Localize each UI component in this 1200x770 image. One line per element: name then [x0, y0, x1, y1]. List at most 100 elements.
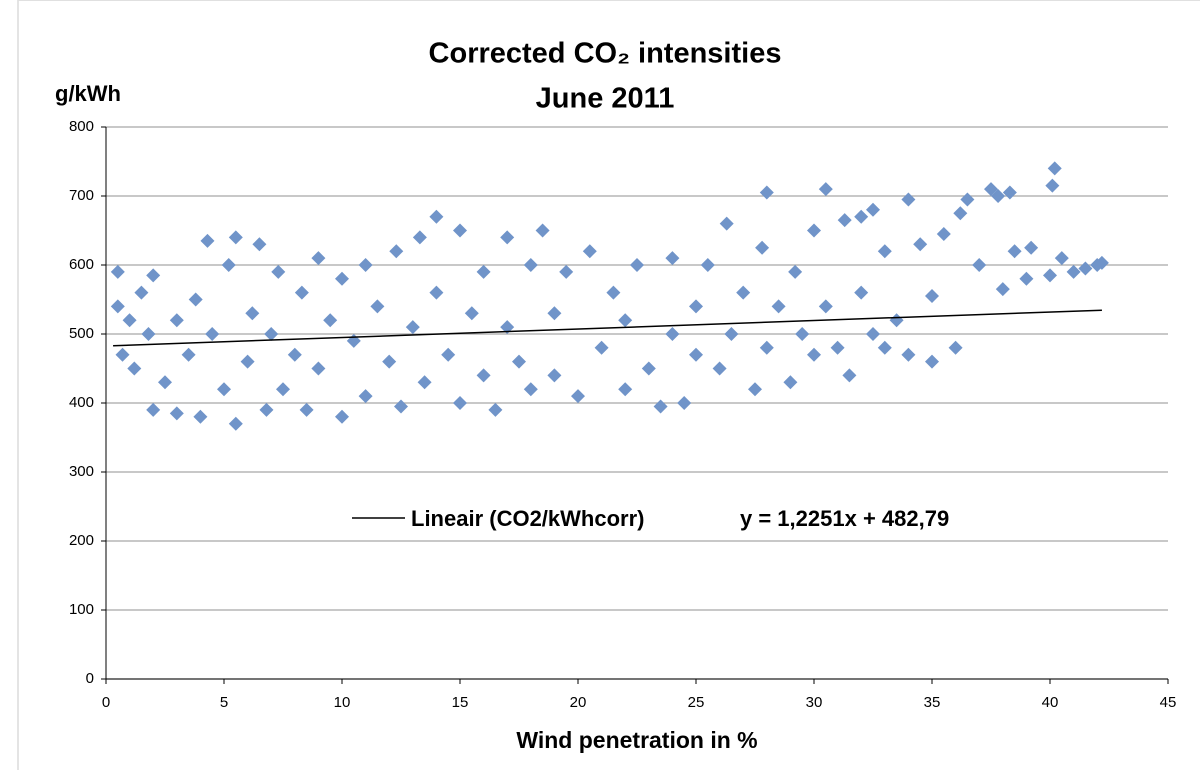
- point: [169, 313, 184, 328]
- point: [115, 347, 130, 362]
- point: [370, 299, 385, 314]
- point: [127, 361, 142, 376]
- point: [748, 382, 762, 397]
- point: [1043, 268, 1057, 283]
- point: [807, 347, 821, 362]
- point: [193, 409, 208, 424]
- point: [500, 230, 515, 245]
- point: [953, 206, 968, 221]
- point: [913, 237, 928, 252]
- point: [245, 306, 260, 321]
- point: [771, 299, 786, 314]
- point: [689, 299, 703, 314]
- point: [453, 223, 467, 238]
- point: [618, 382, 633, 397]
- x-tick-label: 10: [334, 694, 351, 711]
- point: [759, 185, 774, 200]
- point: [488, 402, 503, 417]
- y-tick-label: 300: [69, 463, 94, 480]
- point: [323, 313, 338, 328]
- point: [240, 354, 255, 369]
- point: [394, 399, 408, 414]
- point: [630, 258, 644, 272]
- point: [358, 389, 373, 404]
- y-tick-label: 500: [69, 325, 94, 342]
- point: [755, 240, 770, 255]
- point: [512, 354, 526, 369]
- point: [594, 340, 609, 355]
- y-tick-label: 700: [69, 187, 94, 204]
- point: [582, 244, 597, 259]
- point: [476, 264, 491, 279]
- point: [547, 306, 562, 321]
- point: [205, 327, 220, 341]
- point: [311, 361, 326, 376]
- point: [476, 368, 491, 383]
- point: [259, 402, 274, 417]
- point: [1045, 178, 1060, 193]
- chart-subtitle: June 2011: [536, 83, 675, 115]
- point: [346, 333, 361, 348]
- point: [228, 416, 243, 431]
- y-tick-label: 600: [69, 256, 94, 273]
- x-tick-label: 45: [1160, 694, 1177, 711]
- x-tick-label: 20: [570, 694, 587, 711]
- point: [677, 396, 692, 410]
- point: [724, 327, 739, 341]
- point: [158, 375, 172, 390]
- point: [995, 282, 1010, 297]
- point: [1019, 271, 1034, 286]
- point: [877, 340, 892, 355]
- point: [641, 361, 656, 376]
- point: [1054, 251, 1069, 266]
- point: [795, 327, 810, 341]
- point: [653, 399, 668, 414]
- point: [1007, 244, 1022, 259]
- point: [453, 396, 467, 410]
- chart-title: Corrected CO₂ intensities: [429, 38, 782, 70]
- y-tick-label: 100: [69, 601, 94, 618]
- point: [358, 258, 373, 272]
- point: [146, 402, 161, 417]
- point: [1002, 185, 1017, 200]
- point: [866, 202, 880, 217]
- point: [807, 223, 821, 238]
- point: [500, 320, 515, 335]
- point: [264, 327, 279, 341]
- point: [719, 216, 734, 231]
- point: [228, 230, 243, 245]
- point: [665, 251, 680, 266]
- x-tick-label: 30: [806, 694, 823, 711]
- x-tick-label: 40: [1042, 694, 1059, 711]
- point: [689, 347, 703, 362]
- point: [311, 251, 326, 266]
- point: [854, 209, 869, 224]
- point: [382, 354, 397, 369]
- point: [618, 313, 633, 328]
- x-tick-label: 5: [220, 694, 228, 711]
- point: [1078, 261, 1093, 276]
- point: [417, 375, 432, 390]
- point: [818, 182, 833, 197]
- point: [788, 264, 803, 279]
- x-axis-label: Wind penetration in %: [516, 727, 757, 753]
- point: [842, 368, 857, 383]
- x-tick-label: 15: [452, 694, 469, 711]
- x-tick-label: 25: [688, 694, 705, 711]
- point: [217, 382, 231, 397]
- point: [936, 226, 951, 241]
- point: [294, 285, 309, 300]
- point: [571, 389, 585, 404]
- x-tick-label: 35: [924, 694, 941, 711]
- point: [523, 382, 538, 397]
- point: [405, 320, 420, 335]
- point: [665, 327, 680, 341]
- y-tick-label: 400: [69, 394, 94, 411]
- point: [287, 347, 302, 362]
- x-tick-label: 0: [102, 694, 110, 711]
- point: [960, 192, 975, 207]
- point: [1066, 264, 1081, 279]
- trend-line: [113, 309, 1102, 347]
- point: [901, 347, 916, 362]
